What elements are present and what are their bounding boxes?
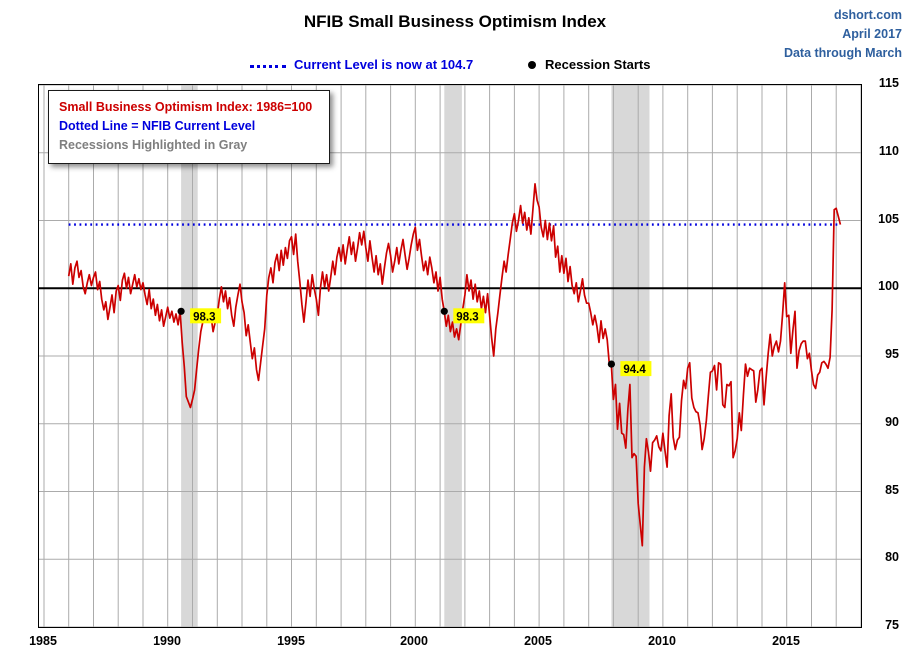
marker-label: 98.3 [456, 311, 478, 323]
current-level-label: Current Level is now at 104.7 [294, 57, 474, 72]
recession-start-dot [177, 307, 185, 315]
x-tick-label: 1995 [277, 634, 305, 648]
source-data-through: Data through March [783, 46, 902, 60]
y-tick-label: 105 [878, 212, 899, 226]
x-axis-labels: 1985 1990 1995 2000 2005 2010 2015 [29, 634, 862, 650]
annotation-row: Current Level is now at 104.7 Recession … [0, 56, 910, 76]
x-tick-label: 2000 [400, 634, 428, 648]
dotted-line-sample-icon [250, 65, 286, 68]
y-tick-label: 90 [885, 415, 899, 429]
legend-box: Small Business Optimism Index: 1986=100 … [48, 90, 330, 164]
x-tick-label: 2010 [648, 634, 676, 648]
y-tick-label: 110 [878, 144, 899, 158]
y-tick-label: 80 [885, 550, 899, 564]
y-tick-label: 100 [878, 279, 899, 293]
recession-start-dot [607, 360, 616, 368]
y-tick-label: 115 [878, 76, 899, 90]
marker-label-bg [190, 308, 222, 324]
legend-line-dotted: Dotted Line = NFIB Current Level [59, 119, 256, 133]
legend-line-recessions: Recessions Highlighted in Gray [59, 138, 248, 152]
page-title: NFIB Small Business Optimism Index [303, 12, 607, 31]
marker-label-bg [453, 308, 485, 324]
plot-area: 98.3 98.3 94.4 [38, 84, 862, 628]
chart-canvas: 98.3 98.3 94.4 [39, 85, 861, 627]
y-tick-label: 95 [885, 347, 899, 361]
source-date: April 2017 [842, 27, 902, 41]
y-tick-label: 75 [885, 618, 899, 632]
recession-start-dot [440, 307, 448, 315]
x-tick-label: 2005 [524, 634, 552, 648]
recession-starts-label: Recession Starts [545, 57, 651, 72]
optimism-index-line [67, 183, 842, 547]
source-block: dshort.com April 2017 Data through March [784, 6, 902, 63]
x-tick-label: 1985 [29, 634, 57, 648]
y-axis-labels: 75 80 85 90 95 100 105 110 115 [866, 76, 899, 632]
source-site: dshort.com [833, 8, 902, 22]
marker-label: 98.3 [193, 311, 215, 323]
marker-label-bg [620, 361, 652, 377]
x-tick-label: 1990 [153, 634, 181, 648]
x-tick-label: 2015 [772, 634, 800, 648]
marker-label: 94.4 [623, 364, 646, 376]
y-tick-label: 85 [885, 483, 899, 497]
legend-line-index: Small Business Optimism Index: 1986=100 [59, 100, 313, 114]
recession-dot-icon [528, 61, 536, 69]
